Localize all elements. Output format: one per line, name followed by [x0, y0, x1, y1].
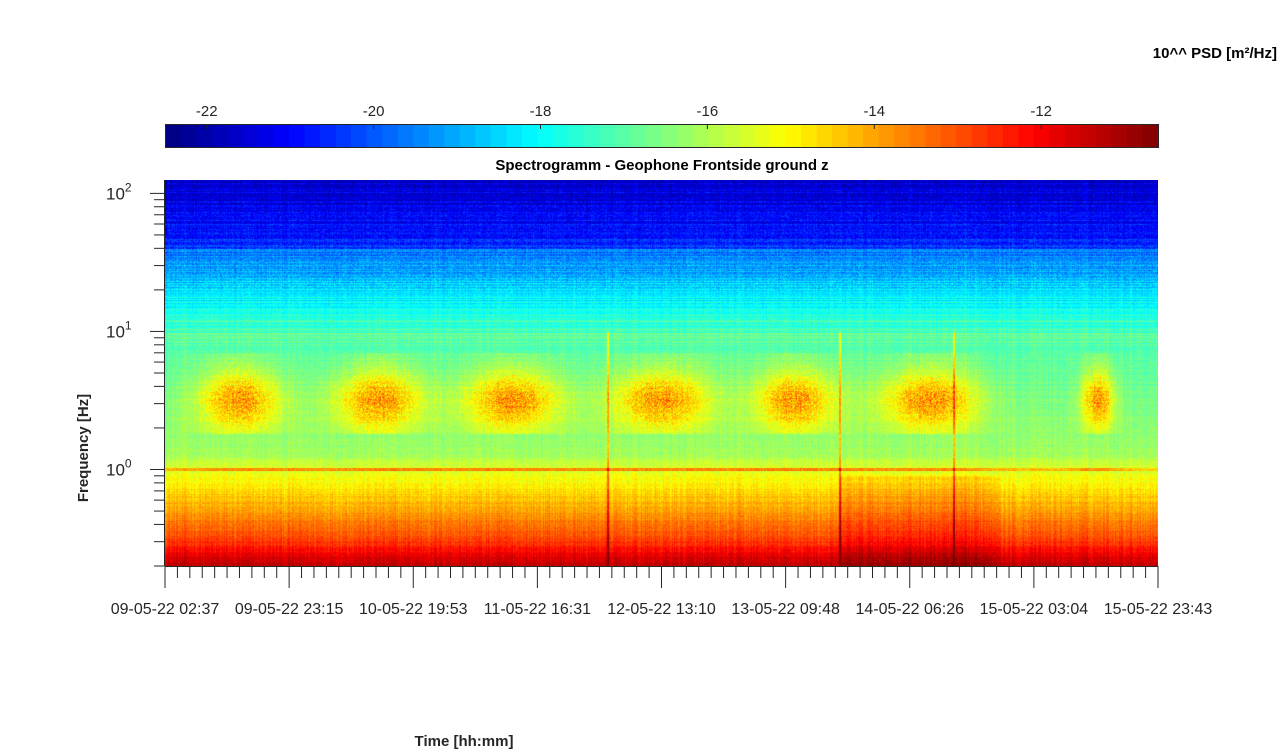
colorbar-segment [987, 124, 1004, 147]
y-tick-label: 100 [106, 457, 132, 480]
x-axis: 09-05-22 02:37 09-05-22 23:15 10-05-22 19:… [111, 566, 1213, 618]
colorbar-segment [335, 124, 352, 147]
y-tick-label: 102 [106, 180, 132, 203]
colorbar-segment [537, 124, 554, 147]
colorbar-segment [583, 124, 601, 147]
x-tick-label: 11-05-22 16:31 [484, 601, 591, 618]
colorbar-segment [1095, 124, 1113, 147]
plot-area [165, 180, 1158, 566]
spectrogram-heatmap [165, 180, 1158, 566]
colorbar-segment [444, 124, 461, 147]
colorbar-tick-label: -20 [363, 103, 385, 120]
colorbar-segment [506, 124, 523, 147]
colorbar-segment [459, 124, 476, 147]
colorbar-segment [599, 124, 616, 147]
colorbar-segment [894, 124, 911, 147]
colorbar-label: 10^^ PSD [m²/Hz] [1153, 45, 1277, 62]
colorbar-segment [521, 124, 538, 147]
colorbar-segment [475, 124, 492, 147]
colorbar-segment [320, 124, 337, 147]
colorbar-segment [863, 124, 880, 147]
colorbar-segment [180, 124, 197, 147]
colorbar-segment [1002, 124, 1019, 147]
colorbar-tick-label: -18 [530, 103, 552, 120]
colorbar-segment [723, 124, 740, 147]
x-tick-label: 13-05-22 09:48 [731, 601, 840, 618]
colorbar-segment [925, 124, 942, 147]
x-tick-label: 15-05-22 23:43 [1104, 601, 1213, 618]
colorbar-segment [956, 124, 973, 147]
colorbar-segment [304, 124, 321, 147]
colorbar-segment [211, 124, 228, 147]
colorbar-segment [661, 124, 678, 147]
x-tick-label: 14-05-22 06:26 [855, 601, 964, 618]
chart-title: Spectrogramm - Geophone Frontside ground… [495, 157, 828, 174]
y-axis-label: Frequency [Hz] [75, 394, 92, 502]
colorbar-segment [289, 124, 306, 147]
colorbar-segment [196, 124, 213, 147]
colorbar-segment [382, 124, 399, 147]
colorbar-segment [351, 124, 368, 147]
colorbar-segment [413, 124, 430, 147]
colorbar-segment [816, 124, 833, 147]
colorbar-segment [227, 124, 244, 147]
colorbar-segment [630, 124, 647, 147]
x-tick-label: 09-05-22 23:15 [235, 601, 344, 618]
colorbar-segment [428, 124, 445, 147]
colorbar-segment [1080, 124, 1097, 147]
colorbar-segment [552, 124, 570, 147]
colorbar-segment [1064, 124, 1082, 147]
colorbar: -22 -20 -18 -16 -14 -12 [165, 103, 1159, 148]
x-axis-label: Time [hh:mm] [415, 733, 514, 750]
colorbar-segment [1049, 124, 1066, 147]
colorbar-segment [614, 124, 632, 147]
colorbar-segment [971, 124, 988, 147]
y-tick-label: 101 [106, 318, 132, 341]
colorbar-segment [754, 124, 771, 147]
colorbar-segment [1018, 124, 1035, 147]
colorbar-tick-label: -12 [1030, 103, 1052, 120]
colorbar-segment [1033, 124, 1050, 147]
colorbar-frame [165, 124, 1159, 148]
colorbar-segment [801, 124, 818, 147]
colorbar-segment [940, 124, 957, 147]
colorbar-segment [397, 124, 414, 147]
colorbar-tick-label: -16 [697, 103, 719, 120]
colorbar-segment [273, 124, 290, 147]
y-axis: 100 101 102 [106, 180, 165, 567]
colorbar-tick-label: -14 [863, 103, 885, 120]
x-tick-label: 09-05-22 02:37 [111, 601, 220, 618]
colorbar-segment [490, 124, 507, 147]
colorbar-segment [847, 124, 864, 147]
colorbar-segment [832, 124, 849, 147]
colorbar-segment [708, 124, 725, 147]
colorbar-tick-label: -22 [196, 103, 218, 120]
colorbar-segment [909, 124, 926, 147]
colorbar-segment [242, 124, 259, 147]
colorbar-segment [258, 124, 275, 147]
x-tick-label: 10-05-22 19:53 [359, 601, 468, 618]
colorbar-segment [165, 124, 182, 147]
colorbar-segment [739, 124, 756, 147]
colorbar-segment [770, 124, 787, 147]
colorbar-segment [692, 124, 709, 147]
colorbar-segment [1126, 124, 1144, 147]
colorbar-segment [366, 124, 383, 147]
colorbar-segment [1111, 124, 1128, 147]
colorbar-segment [878, 124, 895, 147]
colorbar-segment [785, 124, 802, 147]
colorbar-segment [645, 124, 663, 147]
colorbar-segment [1142, 124, 1159, 147]
colorbar-segment [568, 124, 585, 147]
x-tick-label: 15-05-22 03:04 [980, 601, 1089, 618]
x-tick-label: 12-05-22 13:10 [607, 601, 716, 618]
colorbar-segment [677, 124, 694, 147]
